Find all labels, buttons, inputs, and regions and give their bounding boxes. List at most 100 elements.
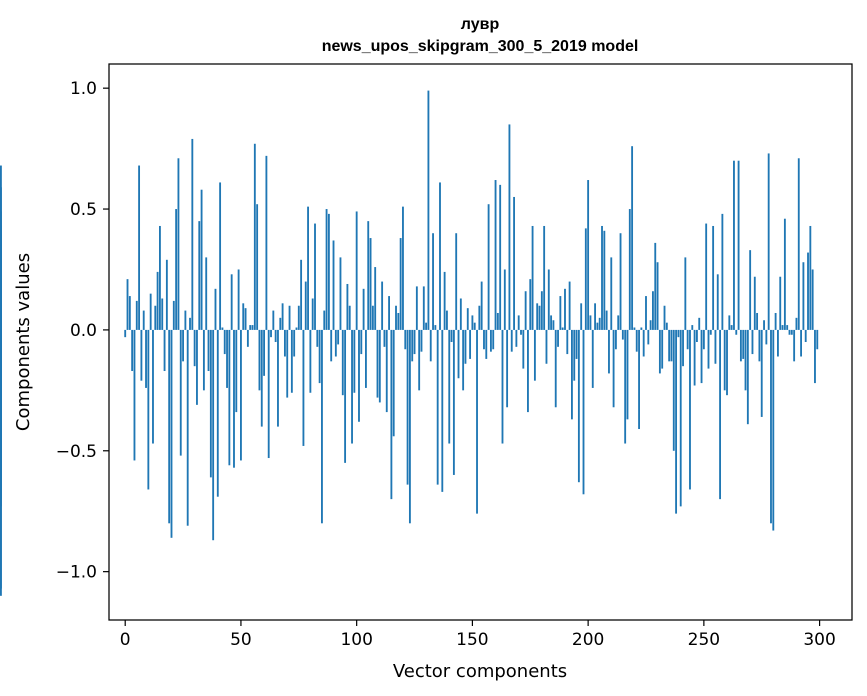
- bar-60: [263, 329, 266, 376]
- bar-10: [147, 329, 150, 490]
- bar-196: [577, 329, 580, 483]
- bar-89: [330, 329, 333, 362]
- bar-281: [774, 312, 777, 330]
- bar-119: [399, 238, 402, 330]
- bar-274: [758, 329, 761, 362]
- bar-295: [807, 252, 809, 330]
- bar-129: [422, 286, 425, 330]
- bar-137: [441, 329, 444, 492]
- bar-63: [270, 329, 272, 338]
- bar-93: [339, 257, 342, 330]
- bar-123: [408, 329, 411, 524]
- bar-161: [496, 312, 499, 330]
- bar-167: [510, 329, 513, 352]
- bar-193: [571, 329, 573, 420]
- bar-16: [161, 298, 164, 330]
- bar-199: [584, 228, 587, 330]
- bar-73: [293, 329, 296, 357]
- bar-225: [645, 296, 647, 330]
- y-tick-label: −1.0: [56, 563, 97, 583]
- bar-140: [448, 329, 451, 444]
- bar-174: [527, 329, 529, 413]
- bar-112: [383, 329, 386, 347]
- bar-98: [351, 329, 353, 444]
- bar-18: [165, 259, 168, 330]
- bar-163: [501, 329, 504, 444]
- bar-125: [413, 329, 416, 355]
- bar-241: [682, 329, 684, 367]
- bar-45: [228, 329, 231, 466]
- bar-280: [772, 329, 775, 531]
- bar-299: [816, 329, 819, 350]
- bar-30: [193, 329, 196, 367]
- bar-118: [397, 312, 400, 330]
- bar-96: [346, 283, 349, 330]
- bar-207: [603, 230, 606, 330]
- bar-52: [244, 308, 247, 330]
- bar-7: [140, 329, 143, 381]
- bar-23: [177, 158, 180, 330]
- bar-195: [575, 329, 578, 359]
- bar-244: [689, 329, 691, 490]
- bar-291: [797, 158, 800, 330]
- bar-182: [545, 329, 548, 364]
- bar-273: [756, 312, 759, 330]
- bar-85: [321, 329, 323, 524]
- bar-21: [172, 300, 175, 330]
- bar-6: [138, 165, 141, 330]
- bar-266: [739, 329, 742, 362]
- bar-210: [610, 257, 613, 330]
- bar-178: [536, 303, 539, 330]
- bar-38: [212, 329, 215, 541]
- bar-117: [395, 305, 397, 330]
- bar-239: [677, 329, 680, 338]
- bar-173: [524, 291, 527, 330]
- bar-11: [149, 293, 152, 330]
- bar-234: [665, 322, 668, 330]
- bar-159: [492, 329, 495, 350]
- bar-224: [642, 329, 645, 357]
- bar-19: [168, 329, 171, 524]
- bar-74: [295, 327, 298, 330]
- bar-252: [707, 329, 710, 369]
- bar-189: [561, 327, 564, 330]
- bar-152: [476, 329, 478, 514]
- bar-75: [297, 305, 300, 330]
- bar-249: [700, 329, 703, 384]
- bar-54: [249, 325, 252, 330]
- bar-13: [154, 305, 157, 330]
- bar-undefined: [0, 329, 2, 596]
- bar-144: [457, 329, 460, 379]
- chart-subtitle: news_upos_skipgram_300_5_2019 model: [322, 38, 639, 55]
- bar-31: [196, 329, 198, 405]
- bar-155: [483, 329, 485, 350]
- bar-107: [371, 305, 374, 330]
- bar-25: [182, 329, 184, 362]
- bar-29: [191, 138, 194, 330]
- bar-217: [626, 329, 629, 420]
- bar-49: [237, 269, 240, 330]
- bar-166: [508, 124, 511, 330]
- bar-132: [429, 329, 432, 362]
- bar-58: [258, 329, 261, 391]
- bar-33: [200, 189, 203, 330]
- bar-70: [286, 329, 289, 398]
- bar-120: [402, 206, 404, 330]
- bar-221: [635, 329, 638, 352]
- bar-111: [381, 281, 384, 330]
- bar-22: [175, 209, 178, 330]
- bar-184: [550, 315, 553, 330]
- bar-250: [702, 329, 705, 350]
- bar-262: [730, 325, 733, 330]
- bar-216: [624, 329, 627, 444]
- bar-104: [365, 329, 367, 388]
- bar-115: [390, 329, 393, 500]
- bar-230: [656, 262, 659, 330]
- bar-34: [202, 329, 205, 391]
- bar-188: [559, 296, 562, 330]
- x-tick-label: 50: [230, 630, 252, 650]
- bar-222: [638, 329, 640, 430]
- bar-15: [159, 225, 161, 330]
- bar-176: [531, 225, 534, 330]
- bar-261: [728, 315, 731, 330]
